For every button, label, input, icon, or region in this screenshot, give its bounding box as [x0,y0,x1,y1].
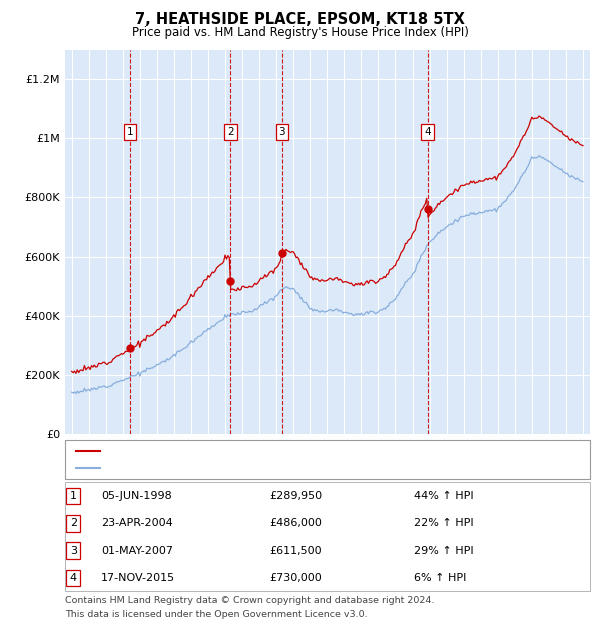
Text: 23-APR-2004: 23-APR-2004 [101,518,173,528]
Text: 2: 2 [227,127,233,138]
Text: 01-MAY-2007: 01-MAY-2007 [101,546,173,556]
Text: 3: 3 [278,127,285,138]
Text: 7, HEATHSIDE PLACE, EPSOM, KT18 5TX: 7, HEATHSIDE PLACE, EPSOM, KT18 5TX [135,12,465,27]
Text: Contains HM Land Registry data © Crown copyright and database right 2024.: Contains HM Land Registry data © Crown c… [65,596,434,606]
Text: 6% ↑ HPI: 6% ↑ HPI [407,573,466,583]
Text: £611,500: £611,500 [269,546,322,556]
Text: 4: 4 [70,573,77,583]
Text: 4: 4 [424,127,431,138]
Text: 44% ↑ HPI: 44% ↑ HPI [407,491,473,501]
Text: £486,000: £486,000 [269,518,322,528]
Text: 7, HEATHSIDE PLACE, EPSOM, KT18 5TX (detached house): 7, HEATHSIDE PLACE, EPSOM, KT18 5TX (det… [106,446,407,456]
Text: 05-JUN-1998: 05-JUN-1998 [101,491,172,501]
Text: £730,000: £730,000 [269,573,322,583]
Text: 1: 1 [70,491,77,501]
Text: 3: 3 [70,546,77,556]
Text: 1: 1 [127,127,134,138]
Text: 2: 2 [70,518,77,528]
Text: £289,950: £289,950 [269,491,322,501]
Text: HPI: Average price, detached house, Reigate and Banstead: HPI: Average price, detached house, Reig… [106,463,413,473]
Text: 22% ↑ HPI: 22% ↑ HPI [407,518,473,528]
Text: 29% ↑ HPI: 29% ↑ HPI [407,546,473,556]
Text: This data is licensed under the Open Government Licence v3.0.: This data is licensed under the Open Gov… [65,610,367,619]
Text: 17-NOV-2015: 17-NOV-2015 [101,573,175,583]
Text: Price paid vs. HM Land Registry's House Price Index (HPI): Price paid vs. HM Land Registry's House … [131,26,469,39]
